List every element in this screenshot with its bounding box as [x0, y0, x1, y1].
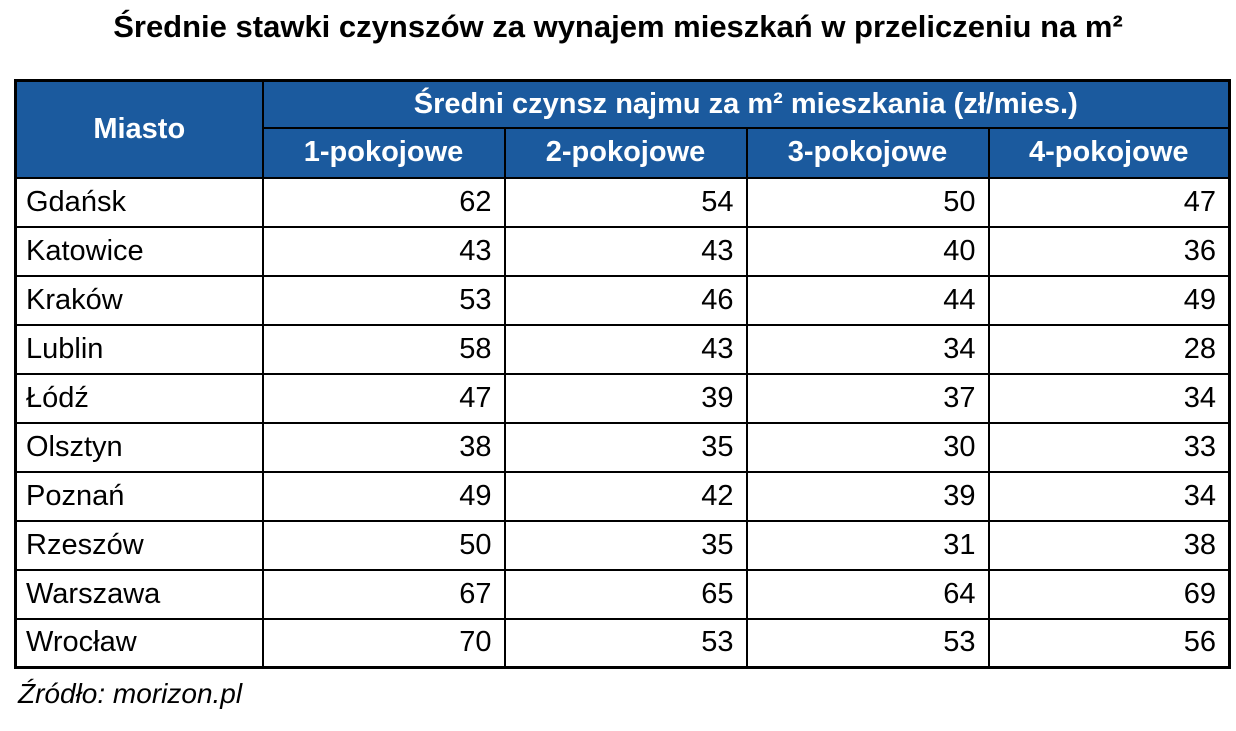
value-cell: 38 — [987, 519, 1231, 571]
value-cell: 47 — [261, 372, 506, 424]
value-cell: 35 — [503, 421, 748, 473]
value-cell: 31 — [745, 519, 990, 571]
table-row: Kraków 53 46 44 49 — [14, 274, 1231, 326]
table-row: Rzeszów 50 35 31 38 — [14, 519, 1231, 571]
table-row: Wrocław 70 53 53 56 — [14, 617, 1231, 669]
city-cell: Olsztyn — [14, 421, 264, 473]
value-cell: 43 — [503, 323, 748, 375]
page-title: Średnie stawki czynszów za wynajem miesz… — [113, 9, 1123, 44]
value-cell: 43 — [503, 225, 748, 277]
table-row: Olsztyn 38 35 30 33 — [14, 421, 1231, 473]
source-note: Źródło: morizon.pl — [18, 678, 243, 709]
column-header-3-pokojowe: 3-pokojowe — [745, 126, 990, 179]
value-cell: 70 — [261, 617, 506, 669]
city-cell: Poznań — [14, 470, 264, 522]
value-cell: 62 — [261, 176, 506, 228]
header-group-row: Miasto Średni czynsz najmu za m² mieszka… — [14, 79, 1231, 179]
city-cell: Gdańsk — [14, 176, 264, 228]
table-row: Lublin 58 43 34 28 — [14, 323, 1231, 375]
value-cell: 35 — [503, 519, 748, 571]
value-cell: 34 — [987, 372, 1231, 424]
value-cell: 40 — [745, 225, 990, 277]
value-cell: 43 — [261, 225, 506, 277]
value-cell: 39 — [745, 470, 990, 522]
value-cell: 34 — [745, 323, 990, 375]
table-row: Warszawa 67 65 64 69 — [14, 568, 1231, 620]
value-cell: 34 — [987, 470, 1231, 522]
column-header-miasto: Miasto — [14, 79, 264, 179]
value-cell: 53 — [745, 617, 990, 669]
value-cell: 50 — [261, 519, 506, 571]
column-header-4-pokojowe: 4-pokojowe — [987, 126, 1231, 179]
value-cell: 28 — [987, 323, 1231, 375]
value-cell: 58 — [261, 323, 506, 375]
value-cell: 49 — [261, 470, 506, 522]
value-cell: 53 — [503, 617, 748, 669]
table-row: Poznań 49 42 39 34 — [14, 470, 1231, 522]
value-cell: 56 — [987, 617, 1231, 669]
value-cell: 69 — [987, 568, 1231, 620]
value-cell: 50 — [745, 176, 990, 228]
table-row: Katowice 43 43 40 36 — [14, 225, 1231, 277]
value-cell: 37 — [745, 372, 990, 424]
value-cell: 67 — [261, 568, 506, 620]
city-cell: Łódź — [14, 372, 264, 424]
city-cell: Warszawa — [14, 568, 264, 620]
value-cell: 33 — [987, 421, 1231, 473]
table-body: Gdańsk 62 54 50 47 Katowice 43 43 40 36 Kraków 53 46… — [14, 176, 1231, 669]
value-cell: 54 — [503, 176, 748, 228]
value-cell: 47 — [987, 176, 1231, 228]
column-header-1-pokojowe: 1-pokojowe — [261, 126, 506, 179]
value-cell: 42 — [503, 470, 748, 522]
table-header: Miasto Średni czynsz najmu za m² mieszka… — [14, 79, 1231, 179]
table-row: Łódź 47 39 37 34 — [14, 372, 1231, 424]
city-cell: Kraków — [14, 274, 264, 326]
value-cell: 30 — [745, 421, 990, 473]
value-cell: 64 — [745, 568, 990, 620]
city-cell: Wrocław — [14, 617, 264, 669]
column-header-2-pokojowe: 2-pokojowe — [503, 126, 748, 179]
value-cell: 49 — [987, 274, 1231, 326]
city-cell: Lublin — [14, 323, 264, 375]
value-cell: 53 — [261, 274, 506, 326]
table-row: Gdańsk 62 54 50 47 — [14, 176, 1231, 228]
city-cell: Rzeszów — [14, 519, 264, 571]
value-cell: 38 — [261, 421, 506, 473]
value-cell: 65 — [503, 568, 748, 620]
rent-table: Miasto Średni czynsz najmu za m² mieszka… — [14, 79, 1231, 669]
value-cell: 36 — [987, 225, 1231, 277]
city-cell: Katowice — [14, 225, 264, 277]
header-sub-row: 1-pokojowe 2-pokojowe 3-pokojowe 4-pokoj… — [16, 126, 1231, 179]
group-header: Średni czynsz najmu za m² mieszkania (zł… — [261, 79, 1231, 129]
value-cell: 46 — [503, 274, 748, 326]
value-cell: 39 — [503, 372, 748, 424]
value-cell: 44 — [745, 274, 990, 326]
